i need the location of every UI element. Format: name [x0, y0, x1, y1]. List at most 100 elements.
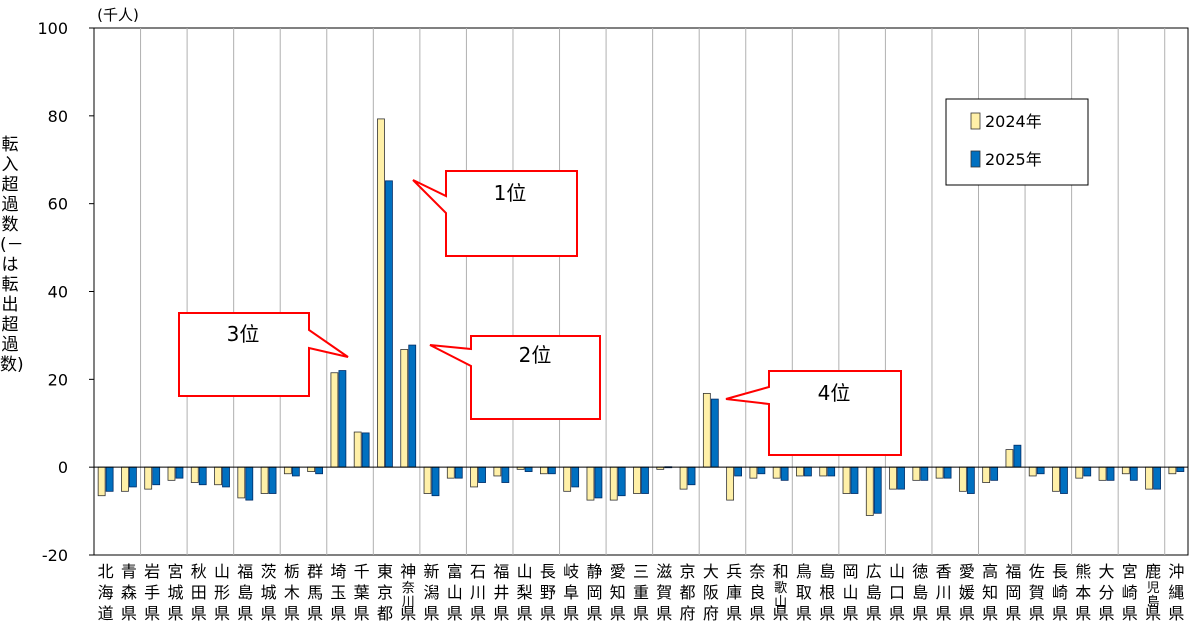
bar: [850, 466, 859, 494]
category-char: 媛: [959, 583, 975, 602]
bar: [129, 466, 137, 488]
bar: [540, 466, 548, 475]
bar: [1106, 466, 1115, 481]
category-char: 東: [377, 562, 393, 581]
bar: [152, 466, 161, 486]
category-label: 山形県: [214, 562, 230, 623]
category-char: 井: [493, 583, 509, 602]
category-label: 高知県: [982, 562, 998, 623]
category-char: 森: [121, 583, 137, 602]
category-char: 北: [98, 562, 114, 581]
bar: [1153, 466, 1161, 490]
bar: [702, 392, 711, 468]
category-char: 縄: [1168, 583, 1184, 602]
category-label: 山梨県: [517, 562, 533, 623]
category-char: 県: [1168, 604, 1184, 623]
category-char: 沖: [1168, 562, 1184, 581]
y-tick-label: 40: [48, 283, 68, 302]
category-char: 川: [936, 583, 952, 602]
category-char: 県: [842, 604, 858, 623]
unit-label: (千人): [97, 6, 139, 24]
bar: [245, 466, 254, 501]
category-char: 玉: [330, 583, 346, 602]
annotation-label: 2位: [519, 343, 552, 367]
category-char: 佐: [1029, 562, 1045, 581]
category-char: 島: [866, 583, 882, 602]
category-label: 長崎県: [1052, 562, 1068, 623]
category-char: 島: [912, 583, 928, 602]
y-tick-label: 60: [48, 195, 68, 214]
category-char: 新: [424, 562, 440, 581]
annotation-callout: [178, 312, 349, 397]
category-char: 重: [633, 583, 649, 602]
bar: [842, 466, 851, 494]
category-char: 県: [912, 604, 928, 623]
bar: [377, 118, 385, 468]
bar: [920, 466, 929, 481]
bar: [1075, 466, 1084, 479]
category-char: 鳥: [796, 562, 812, 581]
annotation-callout: [429, 335, 601, 420]
y-tick-label: 100: [37, 19, 68, 38]
category-char: 鹿: [1145, 562, 1161, 581]
bar: [214, 466, 222, 486]
legend-label: 2024年: [985, 112, 1042, 131]
bar: [679, 466, 688, 490]
category-label: 群馬県: [307, 562, 323, 623]
category-char: 川: [470, 583, 486, 602]
bar: [586, 466, 595, 501]
bar: [633, 466, 641, 494]
bar: [1168, 466, 1177, 475]
bar: [470, 466, 478, 488]
bar: [710, 398, 719, 468]
category-char: 大: [1099, 562, 1115, 581]
category-char: 馬: [307, 583, 323, 602]
category-char: 栃: [284, 562, 300, 581]
category-char: 県: [819, 604, 835, 623]
category-label: 大分県: [1099, 562, 1115, 623]
bar: [121, 466, 129, 492]
category-char: 野: [540, 583, 556, 602]
category-char: 県: [866, 604, 882, 623]
bar: [943, 466, 952, 479]
category-char: 県: [1075, 604, 1091, 623]
category-label: 香川県: [936, 562, 952, 623]
legend-box: [945, 98, 1089, 186]
bar: [982, 466, 991, 483]
bar: [1176, 466, 1185, 472]
category-label: 新潟県: [424, 562, 440, 623]
category-char: 奈: [402, 581, 415, 596]
category-char: 分: [1099, 583, 1115, 602]
category-label: 岐阜県: [563, 562, 579, 623]
category-char: 静: [586, 562, 602, 581]
bar: [1129, 466, 1138, 481]
category-char: 県: [424, 604, 440, 623]
category-char: 県: [470, 604, 486, 623]
bar: [1028, 466, 1037, 477]
category-label: 宮城県: [167, 562, 183, 623]
category-char: 葉: [354, 583, 370, 602]
annotation-label: 4位: [818, 381, 851, 405]
category-char: 県: [144, 604, 160, 623]
category-char: 本: [1075, 583, 1091, 602]
bar: [1098, 466, 1107, 481]
category-char: 県: [1005, 604, 1021, 623]
category-char: 愛: [959, 562, 975, 581]
bar: [749, 466, 758, 479]
category-char: 県: [726, 604, 742, 623]
category-char: 岡: [842, 562, 858, 581]
bar: [1052, 466, 1060, 492]
category-char: 県: [517, 604, 533, 623]
category-char: 府: [703, 604, 719, 623]
category-label: 滋賀県: [656, 562, 672, 623]
bar: [780, 466, 789, 481]
category-label: 沖縄県: [1168, 562, 1184, 623]
category-char: 知: [610, 583, 626, 602]
bar: [726, 466, 735, 501]
bar: [400, 349, 409, 468]
category-label: 石川県: [470, 562, 486, 623]
category-char: 三: [633, 562, 649, 581]
